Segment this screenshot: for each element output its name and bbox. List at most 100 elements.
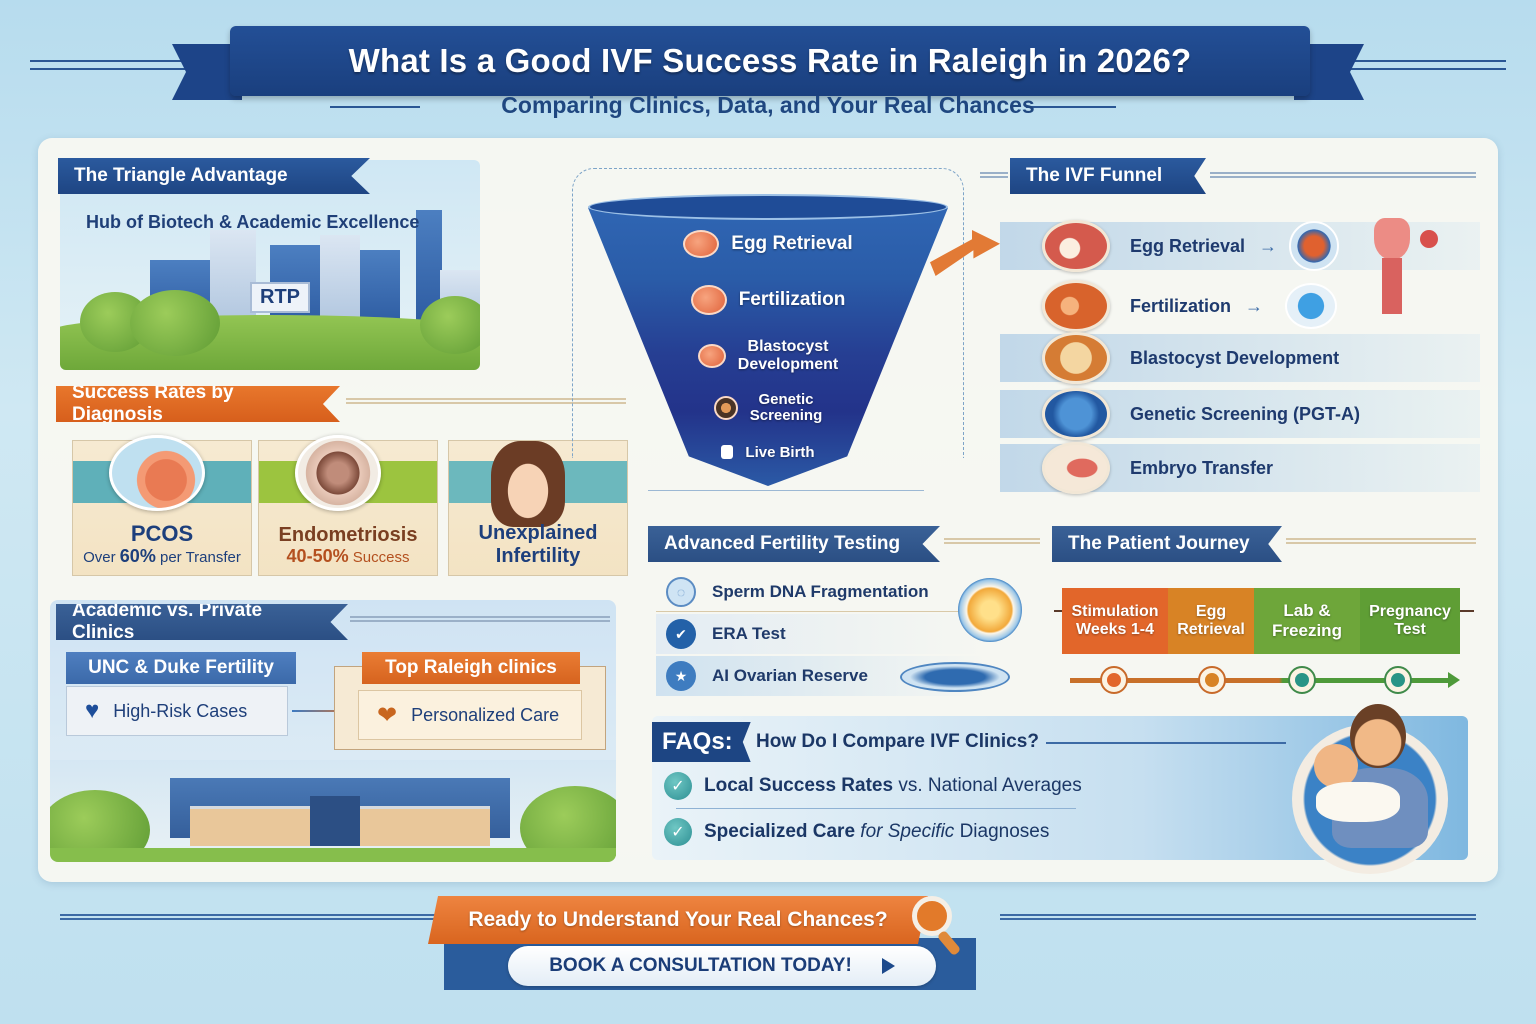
step-label: Fertilization	[1130, 295, 1232, 316]
journey-stage-label: Egg Retrieval	[1177, 603, 1245, 640]
timeline-dot	[1384, 666, 1412, 694]
triangle-tagline: Hub of Biotech & Academic Excellence	[86, 212, 420, 232]
cell-divide-icon: ◌	[666, 576, 696, 607]
page-subtitle: Comparing Clinics, Data, and Your Real C…	[501, 92, 1035, 118]
egg-retrieval-icon	[1042, 220, 1110, 272]
cell-sample-icon	[1289, 221, 1340, 271]
arrow-right-icon: →	[1245, 295, 1264, 316]
funnel-stage-fertilization: Fertilization	[588, 282, 948, 318]
heart-icon: ♥	[85, 697, 100, 724]
stage-line1: Lab &	[1283, 601, 1331, 621]
pgt-a-icon	[1042, 388, 1110, 440]
stage-label-line2: Development	[737, 356, 839, 373]
baby-icon	[721, 445, 734, 459]
stage-label-line2: Screening	[749, 407, 823, 424]
diagnosis-rate: 40-50% Success	[259, 546, 437, 567]
stage-line1: Egg	[1195, 602, 1227, 620]
diagnosis-card-unexplained: Unexplained Infertility	[448, 440, 628, 576]
stage-label: Genetic Screening	[749, 390, 823, 425]
ivf-step-fertilization: Fertilization →	[1000, 280, 1480, 332]
lawn	[50, 848, 616, 862]
faq-item-rest: Diagnoses	[954, 821, 1050, 842]
funnel-baseline	[648, 490, 924, 491]
stage-label-line1: Blastocyst	[747, 338, 829, 356]
stage-label: Fertilization	[738, 289, 846, 310]
step-label: Blastocyst Development	[1130, 347, 1340, 368]
tree	[420, 296, 480, 354]
book-consultation-button[interactable]: BOOK A CONSULTATION TODAY!	[508, 946, 936, 986]
campus-entrance	[310, 796, 360, 846]
compare-arrow	[292, 710, 358, 712]
cta-prompt: Ready to Understand Your Real Chances?	[468, 908, 888, 931]
faq-item[interactable]: ✓ Specialized Care for Specific Diagnose…	[664, 818, 1049, 846]
diagnosis-card-endometriosis: Endometriosis 40-50% Success	[258, 435, 438, 576]
check-icon: ✔	[666, 619, 696, 649]
funnel-dashed-guide	[572, 168, 964, 458]
microscope-slide-icon	[900, 662, 1010, 692]
tree	[130, 290, 220, 356]
testing-rule	[944, 538, 1040, 544]
journey-stage-label: Stimulation Weeks 1-4	[1071, 603, 1158, 640]
subtitle-rule-right	[1026, 106, 1116, 108]
book-consultation-label: BOOK A CONSULTATION TODAY!	[549, 955, 852, 976]
faq-rule	[1046, 742, 1286, 744]
stage-line2: Test	[1394, 621, 1426, 638]
screening-icon	[713, 396, 738, 420]
stage-label-line1: Genetic	[758, 390, 814, 408]
diagnosis-name-line2: Infertility	[495, 544, 581, 567]
test-label: AI Ovarian Reserve	[712, 666, 868, 685]
academic-feature: High-Risk Cases	[113, 700, 248, 721]
faq-tag: FAQs:	[652, 722, 751, 762]
test-era: ✔ ERA Test	[656, 614, 986, 654]
stage-line1: Pregnancy	[1369, 602, 1451, 620]
step-label: Genetic Screening (PGT-A)	[1130, 403, 1361, 424]
funnel-stage-live-birth: Live Birth	[588, 440, 948, 464]
ivf-funnel-heading-text: The IVF Funnel	[1026, 165, 1163, 186]
card-label: Endometriosis 40-50% Success	[259, 524, 437, 567]
card-label: PCOS Over 60% per Transfer	[73, 520, 251, 567]
testing-heading: Advanced Fertility Testing	[648, 526, 940, 562]
journey-stage-label: Pregnancy Test	[1369, 603, 1451, 640]
testing-heading-text: Advanced Fertility Testing	[664, 533, 901, 554]
faq-question[interactable]: How Do I Compare IVF Clinics?	[756, 731, 1039, 752]
journey-rule	[1286, 538, 1476, 544]
funnel-rim	[588, 194, 948, 220]
triangle-skyline: RTP	[60, 160, 480, 370]
test-label: Sperm DNA Fragmentation	[712, 581, 929, 601]
stage-line2: Freezing	[1272, 621, 1342, 640]
rate-value: 40-50%	[286, 546, 349, 567]
faq-item-bold: Specialized Care	[704, 821, 856, 842]
mother-head	[1350, 704, 1406, 768]
rate-suffix: Success	[348, 549, 410, 567]
diagnosis-rate: Over 60% per Transfer	[73, 546, 251, 567]
header-rule-right-2	[1346, 68, 1506, 70]
faq-item-italic: for Specific	[855, 821, 955, 842]
zygote-icon	[690, 285, 727, 315]
stage-line1: Stimulation	[1071, 602, 1159, 620]
ivf-funnel-rule	[1210, 172, 1476, 178]
campus-scene	[50, 760, 616, 862]
stage-label: Blastocyst Development	[738, 338, 838, 373]
check-icon: ✓	[664, 818, 692, 846]
diagnosis-name: PCOS	[130, 520, 194, 546]
academic-title-text: UNC & Duke Fertility	[88, 657, 274, 678]
funnel-stage-blastocyst: Blastocyst Development	[588, 336, 948, 376]
stage-label: Live Birth	[745, 443, 815, 461]
test-label: ERA Test	[712, 624, 786, 643]
baby-blanket	[1316, 782, 1400, 822]
funnel-stage-egg-retrieval: Egg Retrieval	[588, 226, 948, 262]
arrow-right-icon: →	[1259, 235, 1278, 256]
ivf-step-genetic-screening: Genetic Screening (PGT-A)	[1000, 388, 1480, 440]
ivf-step-blastocyst: Blastocyst Development	[1000, 332, 1480, 384]
journey-stage-pregnancy-test: Pregnancy Test	[1360, 588, 1460, 654]
private-feature: Personalized Care	[411, 704, 560, 725]
triangle-heading-text: The Triangle Advantage	[74, 165, 288, 186]
diagnosis-rule	[346, 398, 626, 404]
faq-item[interactable]: ✓ Local Success Rates vs. National Avera…	[664, 772, 1082, 800]
uterus-cervix	[1382, 258, 1402, 314]
cta-rule-right	[1000, 914, 1476, 920]
woman-avatar	[491, 441, 565, 527]
ivf-funnel-rule-left	[980, 172, 1008, 178]
step-label: Egg Retrieval	[1130, 235, 1246, 256]
rate-prefix: Over	[83, 549, 120, 567]
